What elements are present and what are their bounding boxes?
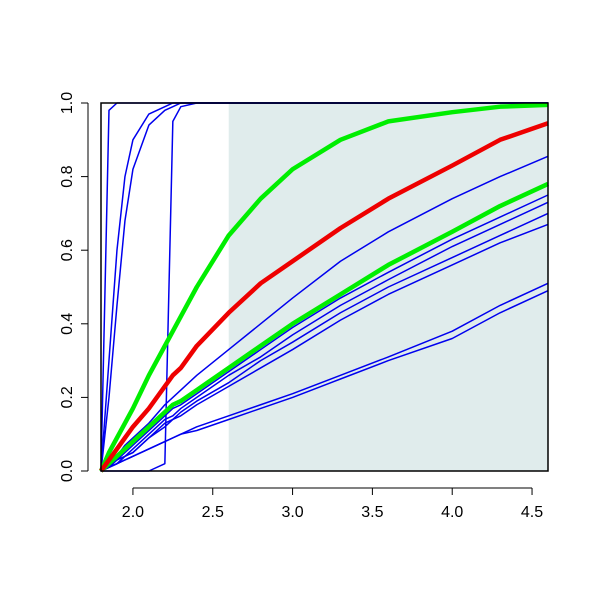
series-line [98, 102, 549, 472]
y-tick-label: 0.8 [59, 165, 76, 187]
series-line [100, 289, 549, 472]
x-tick-label: 4.0 [441, 504, 463, 521]
y-tick-label: 0.0 [59, 460, 76, 482]
series-line [99, 181, 549, 473]
x-tick-label: 2.0 [122, 504, 144, 521]
series-line [99, 121, 549, 473]
x-tick-label: 4.5 [521, 504, 543, 521]
series-line [100, 223, 549, 472]
y-tick-label: 0.6 [59, 239, 76, 261]
series-line [100, 155, 549, 472]
x-tick-label: 3.5 [361, 504, 383, 521]
x-tick-label: 2.5 [202, 504, 224, 521]
y-tick-label: 0.2 [59, 386, 76, 408]
series-line [100, 194, 549, 472]
y-tick-label: 1.0 [59, 92, 76, 114]
plot-box [100, 102, 549, 472]
y-tick-label: 0.4 [59, 313, 76, 335]
x-tick-label: 3.0 [281, 504, 303, 521]
